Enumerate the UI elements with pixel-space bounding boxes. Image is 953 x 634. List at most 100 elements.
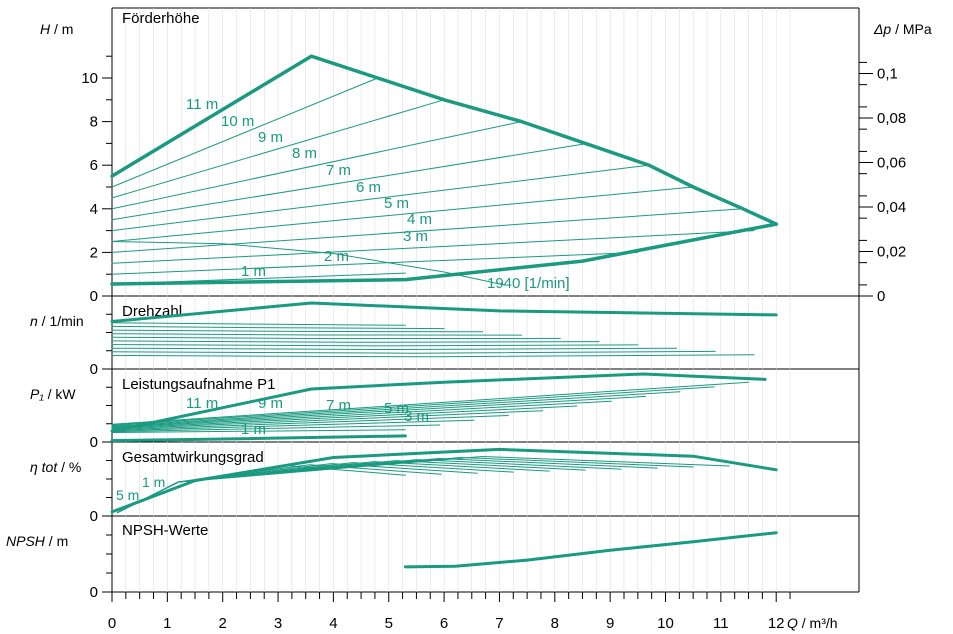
head-setpoint-line [111,99,445,199]
efficiency-curve [117,460,586,514]
head-setpoint-line [111,186,694,242]
y-zero-label-eff: 0 [90,508,98,525]
power-curve [111,429,406,433]
xlabel-flow: Q / m³/h [787,615,838,631]
head-setpoint-label: 5 m [384,195,409,212]
head-envelope-min [110,222,778,286]
curve-labels: 11 m10 m9 m8 m7 m6 m5 m4 m3 m2 m1 m1940 … [116,96,570,503]
y-zero-label-speed: 0 [90,361,98,378]
head-setpoint-label: 10 m [221,113,254,130]
ylabel-power: P₁ / kW [30,386,76,402]
x-tick-label: 4 [329,615,337,632]
x-tick-label: 12 [768,615,785,632]
x-tick-label: 2 [219,615,227,632]
power-curve [111,415,509,431]
right-tick-label: 0,1 [877,66,898,83]
power-curve [111,405,578,429]
head-setpoint-line [111,55,312,177]
title-efficiency-panel: Gesamtwirkungsgrad [122,449,264,466]
power-max-curve [110,372,767,433]
head-setpoint-label: 1 m [241,263,266,280]
power-curve-label: 7 m [326,397,351,414]
power-min-curve [110,434,407,443]
efficiency-curve [117,456,730,514]
speed-curve [111,340,600,343]
head-setpoint-line [111,77,379,188]
curve-layer [110,54,778,569]
power-curve [111,395,647,428]
x-tick-label: 0 [108,615,116,632]
ylabel-npsh: NPSH / m [6,533,68,549]
title-power-panel: Leistungsaufnahme P1 [122,376,275,393]
power-curve-label: 11 m [186,395,218,412]
power-curve [111,400,612,429]
x-tick-label: 5 [385,615,393,632]
power-curve [111,419,475,432]
speed-curve [111,350,716,354]
chart-grid [102,7,873,602]
head-setpoint-line [111,121,523,210]
head-setpoint-label: 9 m [258,129,283,146]
speed-curve [111,329,484,333]
x-tick-label: 6 [440,615,448,632]
annotation-1940: 1940 [1/min] [487,275,570,292]
speed-curve [111,322,406,326]
speed-curve [111,333,523,336]
power-curve [111,391,681,427]
right-tick-label: 0,06 [877,155,906,172]
power-curve-label: 5 m [384,400,409,417]
speed-curve [111,344,639,347]
right-tick-label: 0 [877,288,885,305]
power-curve-label: 9 m [258,395,283,412]
npsh-curve [403,531,778,569]
x-tick-label: 3 [274,615,282,632]
y-zero-label-npsh: 0 [90,584,98,601]
x-tick-label: 1 [163,615,171,632]
head-curve-1940 [111,241,506,286]
x-tick-label: 7 [495,615,503,632]
x-tick-label: 9 [606,615,614,632]
head-setpoint-line [111,230,755,264]
head-setpoint-line [111,164,650,232]
speed-curve [111,336,561,340]
power-curve [111,410,544,430]
head-setpoint-line [111,142,589,221]
right-tick-label: 0,04 [877,199,906,216]
speed-curve [111,347,678,350]
x-tick-label: 8 [551,615,559,632]
head-setpoint-label: 6 m [356,179,381,196]
head-setpoint-label: 3 m [403,228,428,245]
right-tick-label: 0,02 [877,244,906,261]
head-setpoint-line [111,251,639,275]
head-setpoint-line [111,208,744,253]
y-tick-label-head: 8 [90,114,98,131]
ylabel-head: H / m [40,21,73,37]
tick-labels: 0 1 2 3 4 5 6 7 8 9 10 11 12024681000,020,040,060,08… [81,66,906,633]
y-zero-label-power: 0 [90,434,98,451]
head-setpoint-label: 11 m [186,96,218,113]
power-curve-label: 1 m [241,421,266,438]
title-head-panel: Förderhöhe [122,10,200,27]
efficiency-curve-label: 1 m [142,474,165,490]
y-tick-label-head: 0 [90,288,98,305]
title-npsh-panel: NPSH-Werte [122,522,208,539]
power-curve [111,424,441,433]
power-curve-label: 3 m [404,408,429,425]
head-setpoint-label: 2 m [324,248,349,265]
ylabel-efficiency: η tot / % [30,459,81,475]
speed-curve [111,354,755,358]
ylabel-right-pressure: Δp / MPa [873,21,932,37]
y-tick-label-head: 4 [90,201,98,218]
head-setpoint-label: 7 m [326,162,351,179]
y-tick-label-head: 6 [90,157,98,174]
power-curve [111,386,715,426]
power-curve [111,381,749,425]
x-tick-label: 11 [713,615,729,632]
speed-curve [111,325,445,330]
head-setpoint-label: 8 m [292,145,317,162]
efficiency-max-curve [110,447,778,514]
head-setpoint-label: 4 m [407,211,432,228]
speed-max-curve [110,301,778,323]
efficiency-curve-label: 5 m [116,487,139,503]
